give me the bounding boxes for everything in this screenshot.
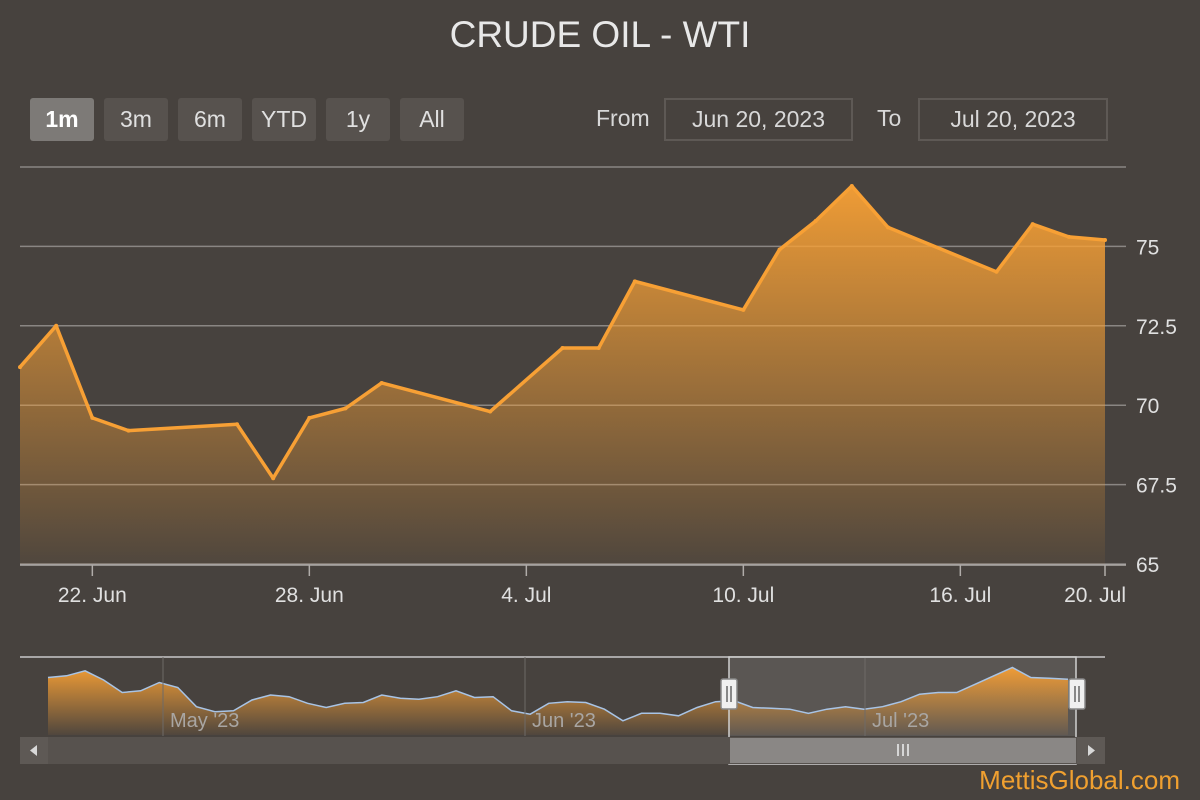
chart-title: CRUDE OIL - WTI [449,14,751,55]
to-label: To [877,105,902,131]
x-tick-label: 22. Jun [58,584,127,607]
navigator-tick-label: Jun '23 [532,710,596,732]
range-button-1m[interactable]: 1m [30,98,94,141]
data-point [1066,234,1071,239]
data-point [343,406,348,411]
area-fill [20,186,1105,564]
to-date-input[interactable]: Jul 20, 2023 [918,98,1108,141]
y-tick-label: 70 [1136,395,1159,418]
y-tick-label: 72.5 [1136,316,1177,339]
data-point [379,380,384,385]
chevron-right-icon [1088,745,1095,756]
data-point [488,409,493,414]
navigator-left-handle[interactable] [720,678,738,710]
data-point [813,218,818,223]
data-point [18,365,22,370]
y-tick-label: 75 [1136,236,1159,259]
data-point [235,422,239,427]
range-button-6m[interactable]: 6m [178,98,242,141]
data-point [994,269,999,274]
data-point [632,279,637,284]
data-point [307,415,312,420]
navigator[interactable]: May '23 Jun '23 Jul '23 [20,656,1105,765]
range-button-1y[interactable]: 1y [326,98,390,141]
from-label: From [596,105,650,131]
data-point [90,415,95,420]
plot-area [18,184,1107,564]
handle-body [720,678,738,710]
data-point [886,225,890,230]
data-point [54,323,59,328]
x-axis: 22. Jun 28. Jun 4. Jul 10. Jul 16. Jul 20. Ju… [20,564,1126,607]
data-point [741,307,746,312]
data-point [596,346,601,351]
handle-body [1068,678,1086,710]
data-point [560,346,565,351]
data-point [777,247,782,252]
data-point [271,476,276,481]
data-point [1103,238,1107,243]
y-tick-label: 65 [1136,554,1159,577]
x-tick-label: 4. Jul [501,584,551,607]
navigator-right-handle[interactable] [1068,678,1086,710]
navigator-line [47,666,1069,722]
range-button-ytd[interactable]: YTD [252,98,316,141]
x-tick-label: 28. Jun [275,584,344,607]
from-date-input[interactable]: Jun 20, 2023 [664,98,853,141]
x-tick-label: 10. Jul [712,584,774,607]
price-line [18,184,1106,480]
y-axis: 65 67.5 70 72.5 75 [1136,236,1177,577]
x-tick-label: 16. Jul [929,584,991,607]
range-button-3m[interactable]: 3m [104,98,168,141]
data-point [1030,222,1035,227]
range-button-all[interactable]: All [400,98,464,141]
data-point [849,184,854,189]
chevron-left-icon [30,745,37,756]
x-tick-label: 20. Jul [1064,584,1126,607]
mettis-watermark: MettisGlobal.com [979,765,1180,795]
navigator-tick-label: May '23 [170,710,239,732]
data-point [126,428,131,433]
navigator-tick-label: Jul '23 [872,710,929,732]
navigator-area [48,667,1068,735]
y-tick-label: 67.5 [1136,475,1177,498]
